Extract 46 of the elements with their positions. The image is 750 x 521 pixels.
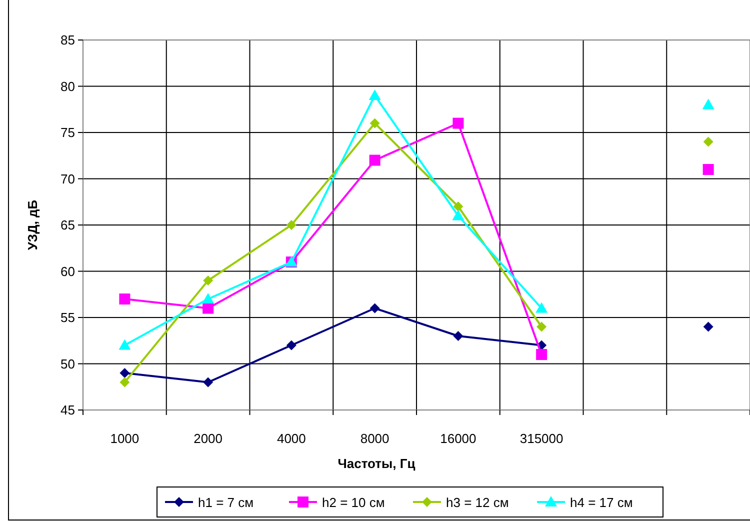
point — [370, 303, 380, 314]
point — [453, 202, 464, 212]
point — [703, 322, 714, 332]
point — [202, 293, 214, 304]
point — [286, 220, 296, 230]
x-tick-label: 4000 — [276, 431, 306, 446]
point — [120, 368, 130, 378]
y-tick-label: 45 — [60, 402, 75, 418]
y-tick-label: 80 — [60, 78, 75, 94]
legend-label: h1 = 7 см — [198, 495, 254, 510]
point — [453, 331, 464, 341]
point — [452, 118, 464, 129]
point — [702, 98, 714, 110]
y-axis-title: УЗД, дБ — [25, 200, 40, 250]
point — [702, 164, 714, 175]
point — [369, 154, 380, 166]
y-tick-label: 75 — [60, 125, 75, 140]
legend-label: h4 = 17 см — [570, 495, 633, 510]
x-axis-title: Частоты, Гц — [338, 456, 416, 471]
y-tick-label: 65 — [60, 218, 75, 232]
point — [202, 302, 214, 314]
point — [536, 349, 548, 360]
point — [536, 322, 547, 332]
x-tick-label: 1000 — [110, 431, 140, 446]
point — [370, 118, 380, 128]
point — [536, 302, 548, 313]
point — [118, 339, 131, 350]
point — [120, 377, 130, 388]
point — [703, 136, 714, 147]
point — [119, 294, 130, 304]
x-tick-label: 315000 — [520, 431, 564, 446]
legend-label: h3 = 12 см — [446, 495, 509, 510]
y-tick-label: 60 — [60, 264, 75, 279]
y-tick-label: 50 — [60, 356, 75, 372]
y-tick-label: 85 — [60, 32, 75, 48]
y-tick-label: 55 — [60, 310, 75, 325]
point — [203, 276, 214, 286]
x-tick-label: 2000 — [194, 431, 223, 446]
point — [452, 210, 464, 220]
x-tick-label: 16000 — [440, 431, 476, 446]
x-tick-label: 8000 — [360, 431, 390, 446]
y-tick-label: 70 — [60, 171, 75, 186]
point — [368, 90, 381, 100]
legend-label: h2 = 10 см — [322, 495, 385, 510]
point — [286, 340, 296, 350]
point — [203, 377, 214, 388]
